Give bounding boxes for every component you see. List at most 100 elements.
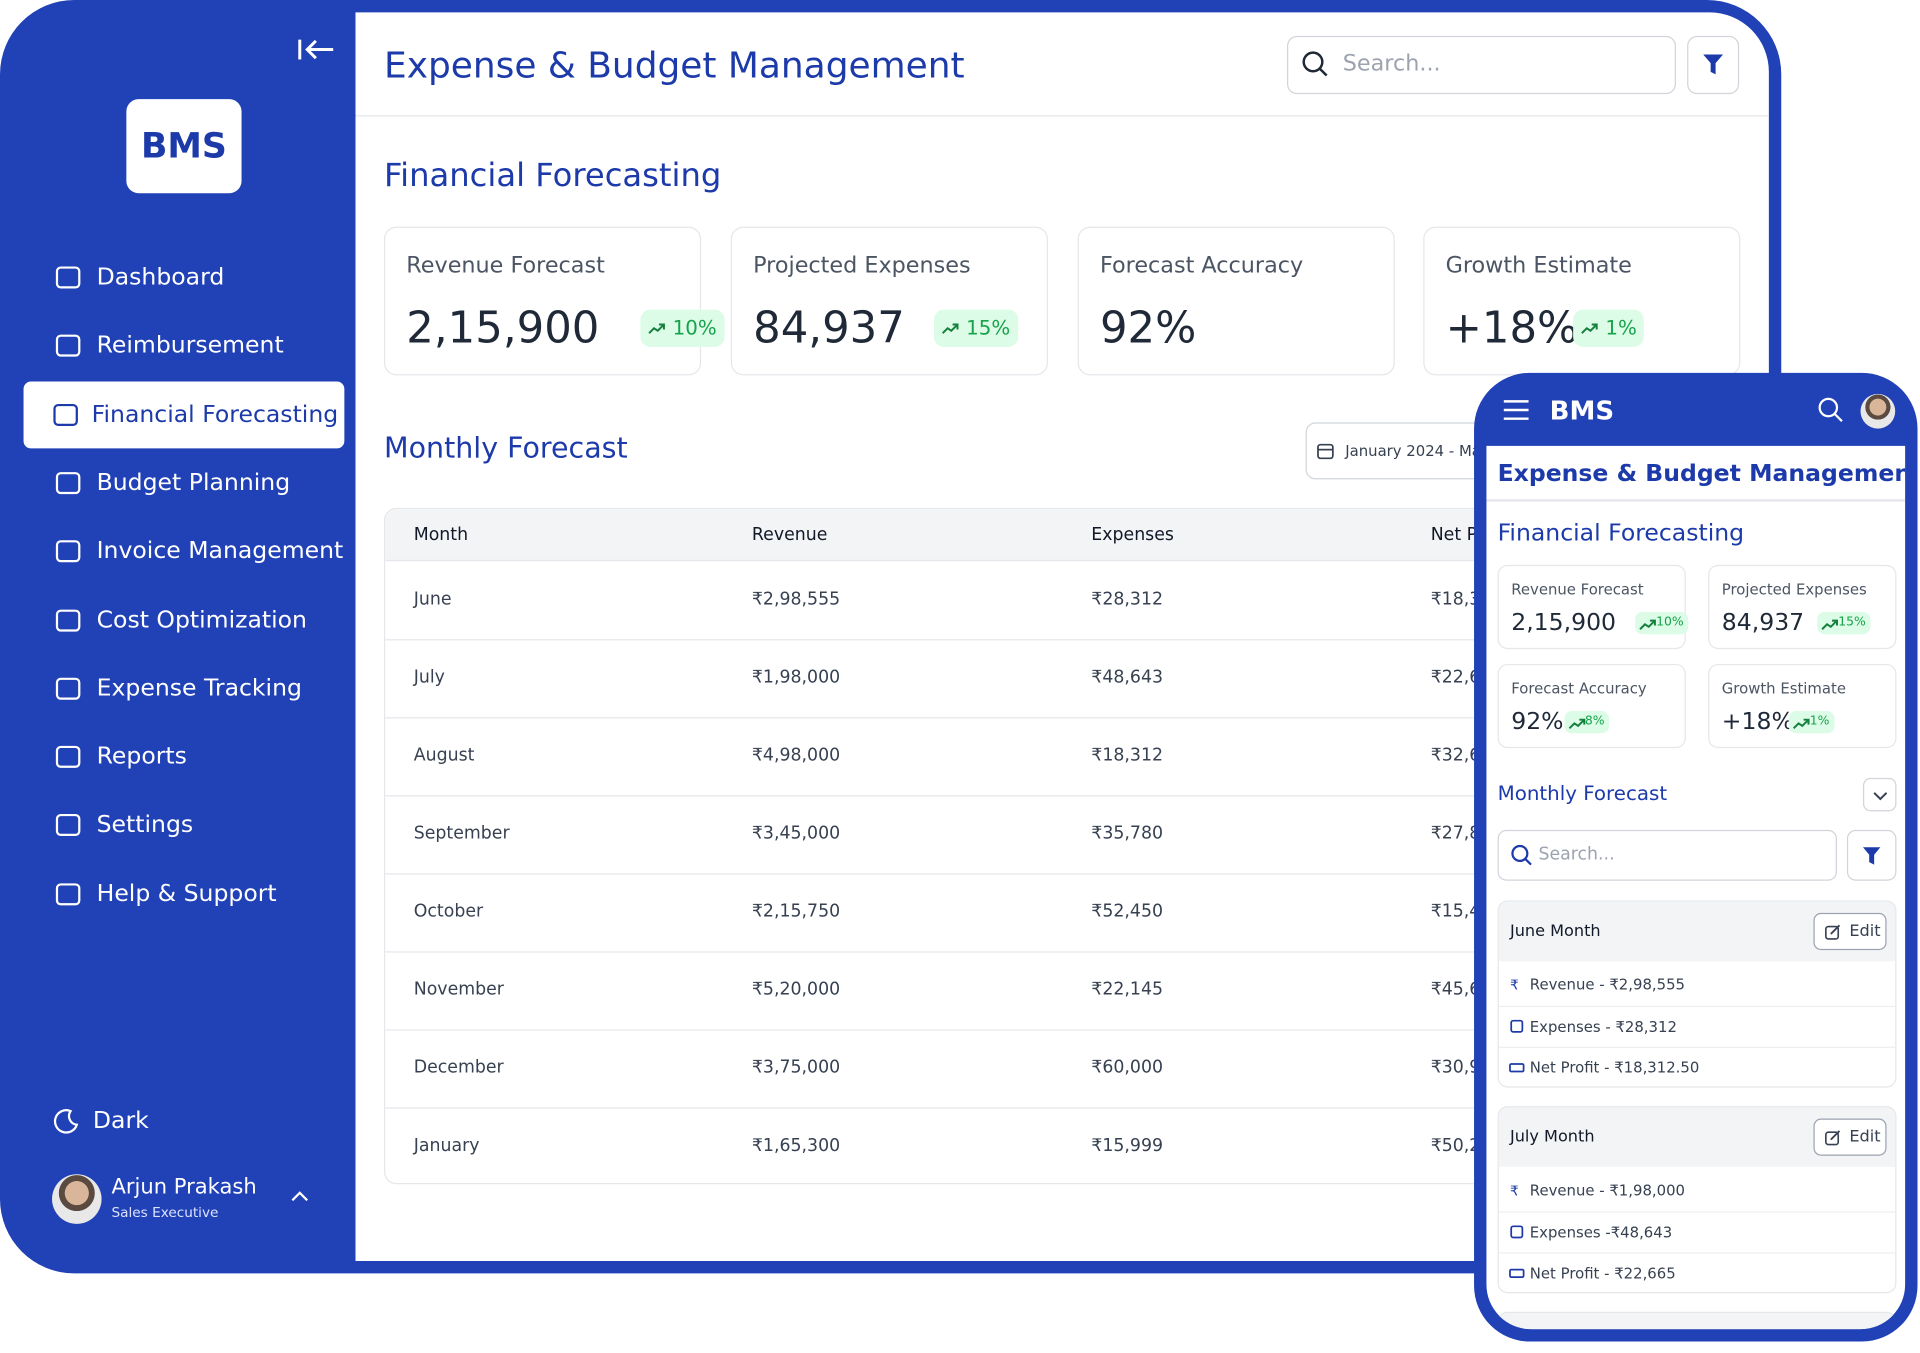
phone-title: Expense & Budget Management bbox=[1497, 460, 1906, 488]
date-range-text: January 2024 - May bbox=[1345, 442, 1490, 460]
column-header: Net Pr bbox=[1430, 525, 1484, 546]
row-divider bbox=[385, 1107, 1572, 1109]
date-range-picker[interactable]: January 2024 - May bbox=[1305, 422, 1579, 480]
table-cell: ₹1,65,300 bbox=[751, 1135, 841, 1156]
table-cell: ₹5,20,000 bbox=[751, 979, 841, 1000]
entry-line: Expenses -₹48,643 bbox=[1529, 1223, 1673, 1241]
stat-label: Forecast Accuracy bbox=[1099, 252, 1304, 279]
table-cell: January bbox=[413, 1135, 480, 1156]
trend-icon bbox=[648, 323, 665, 334]
page-title: Expense & Budget Management bbox=[383, 43, 965, 87]
phone-stat-badge: 1% bbox=[1788, 711, 1835, 734]
entry-line-icon: ₹ bbox=[1510, 1183, 1519, 1199]
phone-divider bbox=[1486, 499, 1906, 502]
table-cell: ₹15,999 bbox=[1091, 1135, 1164, 1156]
badge-text: 10% bbox=[672, 315, 717, 340]
stat-label: Projected Expenses bbox=[753, 252, 971, 279]
row-divider bbox=[385, 951, 1572, 953]
badge-text: 1% bbox=[1605, 315, 1637, 340]
table-cell: July bbox=[413, 667, 445, 688]
phone-search-input[interactable]: Search... bbox=[1497, 829, 1837, 881]
table-cell: ₹2,98,555 bbox=[751, 589, 841, 610]
edit-button[interactable]: Edit bbox=[1813, 912, 1887, 951]
nav-item[interactable]: Cost Optimization bbox=[96, 605, 307, 633]
nav-item[interactable]: Settings bbox=[96, 811, 194, 839]
phone-stat-badge: 10% bbox=[1635, 611, 1689, 635]
trend-icon bbox=[1821, 619, 1838, 630]
entry-title: July Month bbox=[1509, 1127, 1595, 1147]
table-cell: October bbox=[413, 901, 484, 922]
phone-stat-value: 84,937 bbox=[1721, 608, 1805, 637]
row-divider bbox=[385, 639, 1572, 641]
nav-item[interactable]: Budget Planning bbox=[96, 468, 291, 496]
table-cell: ₹60,000 bbox=[1091, 1057, 1164, 1078]
search-placeholder: Search... bbox=[1342, 50, 1441, 77]
menu-icon bbox=[1503, 400, 1529, 420]
table-cell: ₹22,145 bbox=[1091, 979, 1164, 1000]
phone-stat-card: Revenue Forecast 2,15,900 10% bbox=[1497, 564, 1689, 650]
nav-icon bbox=[55, 882, 81, 905]
phone-filter-button[interactable] bbox=[1846, 829, 1897, 881]
collapse-button[interactable] bbox=[1863, 777, 1897, 812]
chevron-icon bbox=[1873, 792, 1888, 801]
phone-badge-text: 1% bbox=[1809, 714, 1830, 729]
nav-icon bbox=[55, 266, 81, 289]
sidebar: BMS Dashboard Reimbursement Financial Forec… bbox=[0, 0, 356, 1273]
nav-item[interactable]: Expense Tracking bbox=[96, 674, 302, 702]
phone-stat-card: Growth Estimate +18% 1% bbox=[1708, 663, 1897, 749]
table-cell: June bbox=[413, 589, 452, 610]
phone-logo: BMS bbox=[1549, 395, 1615, 426]
phone-header: BMS bbox=[1486, 385, 1905, 446]
stat-value: 92% bbox=[1099, 304, 1197, 354]
user-avatar bbox=[52, 1174, 102, 1224]
trend-icon bbox=[1792, 718, 1810, 730]
edit-icon bbox=[1825, 924, 1841, 940]
stat-card: Forecast Accuracy 92% bbox=[1077, 226, 1395, 376]
phone-stat-label: Forecast Accuracy bbox=[1511, 680, 1647, 698]
phone-badge-text: 15% bbox=[1838, 615, 1866, 630]
filter-button[interactable] bbox=[1687, 35, 1740, 95]
entry-line-icon bbox=[1510, 1019, 1524, 1033]
entry-divider bbox=[1498, 1210, 1896, 1213]
user-name: Arjun Prakash bbox=[111, 1174, 257, 1200]
table-cell: ₹50,2 bbox=[1430, 1135, 1481, 1156]
theme-toggle[interactable]: Dark bbox=[92, 1106, 149, 1135]
phone-badge-text: 8% bbox=[1584, 714, 1605, 729]
nav-item[interactable]: Dashboard bbox=[96, 263, 225, 291]
edit-icon bbox=[1825, 1130, 1841, 1146]
edit-label: Edit bbox=[1849, 922, 1881, 941]
table-cell: ₹1,98,000 bbox=[751, 667, 841, 688]
trend-icon bbox=[1639, 619, 1656, 630]
table-cell: ₹3,75,000 bbox=[751, 1057, 841, 1078]
logo: BMS bbox=[126, 99, 242, 194]
badge-text: 15% bbox=[966, 315, 1011, 340]
forecast-table: Month Revenue Expenses Net Pr June ₹2,98,555 ₹… bbox=[383, 507, 1574, 1185]
table-title: Monthly Forecast bbox=[383, 432, 628, 466]
entry-line: Expenses - ₹28,312 bbox=[1529, 1017, 1677, 1035]
phone-monthly-title: Monthly Forecast bbox=[1497, 781, 1668, 806]
phone-stat-card: Projected Expenses 84,937 15% bbox=[1708, 564, 1897, 650]
stat-card: Revenue Forecast 2,15,900 10% bbox=[383, 226, 725, 376]
nav-item[interactable]: Reimbursement bbox=[96, 331, 284, 359]
stat-value: 84,937 bbox=[753, 304, 905, 354]
stat-badge: 15% bbox=[933, 309, 1018, 347]
svg-text:₹: ₹ bbox=[1510, 978, 1519, 994]
entry-divider bbox=[1498, 1005, 1896, 1007]
entry-line: Revenue - ₹1,98,000 bbox=[1529, 1181, 1685, 1200]
entry-line: Net Profit - ₹18,312.50 bbox=[1529, 1059, 1700, 1077]
edit-button[interactable]: Edit bbox=[1813, 1118, 1887, 1156]
column-header: Month bbox=[413, 525, 469, 546]
search-input[interactable]: Search... bbox=[1287, 35, 1676, 95]
entry-line-icon bbox=[1509, 1268, 1525, 1278]
nav-item[interactable]: Help & Support bbox=[96, 879, 277, 907]
table-cell: ₹48,643 bbox=[1091, 667, 1164, 688]
nav-item[interactable]: Reports bbox=[96, 742, 187, 770]
stat-label: Growth Estimate bbox=[1445, 252, 1632, 279]
stat-label: Revenue Forecast bbox=[406, 252, 605, 279]
stat-value: 2,15,900 bbox=[406, 304, 600, 354]
nav-item[interactable]: Financial Forecasting bbox=[91, 400, 339, 428]
calendar-icon bbox=[1317, 443, 1334, 460]
nav-item[interactable]: Invoice Management bbox=[96, 537, 344, 565]
table-cell: August bbox=[413, 745, 475, 766]
nav-icon bbox=[55, 540, 81, 563]
